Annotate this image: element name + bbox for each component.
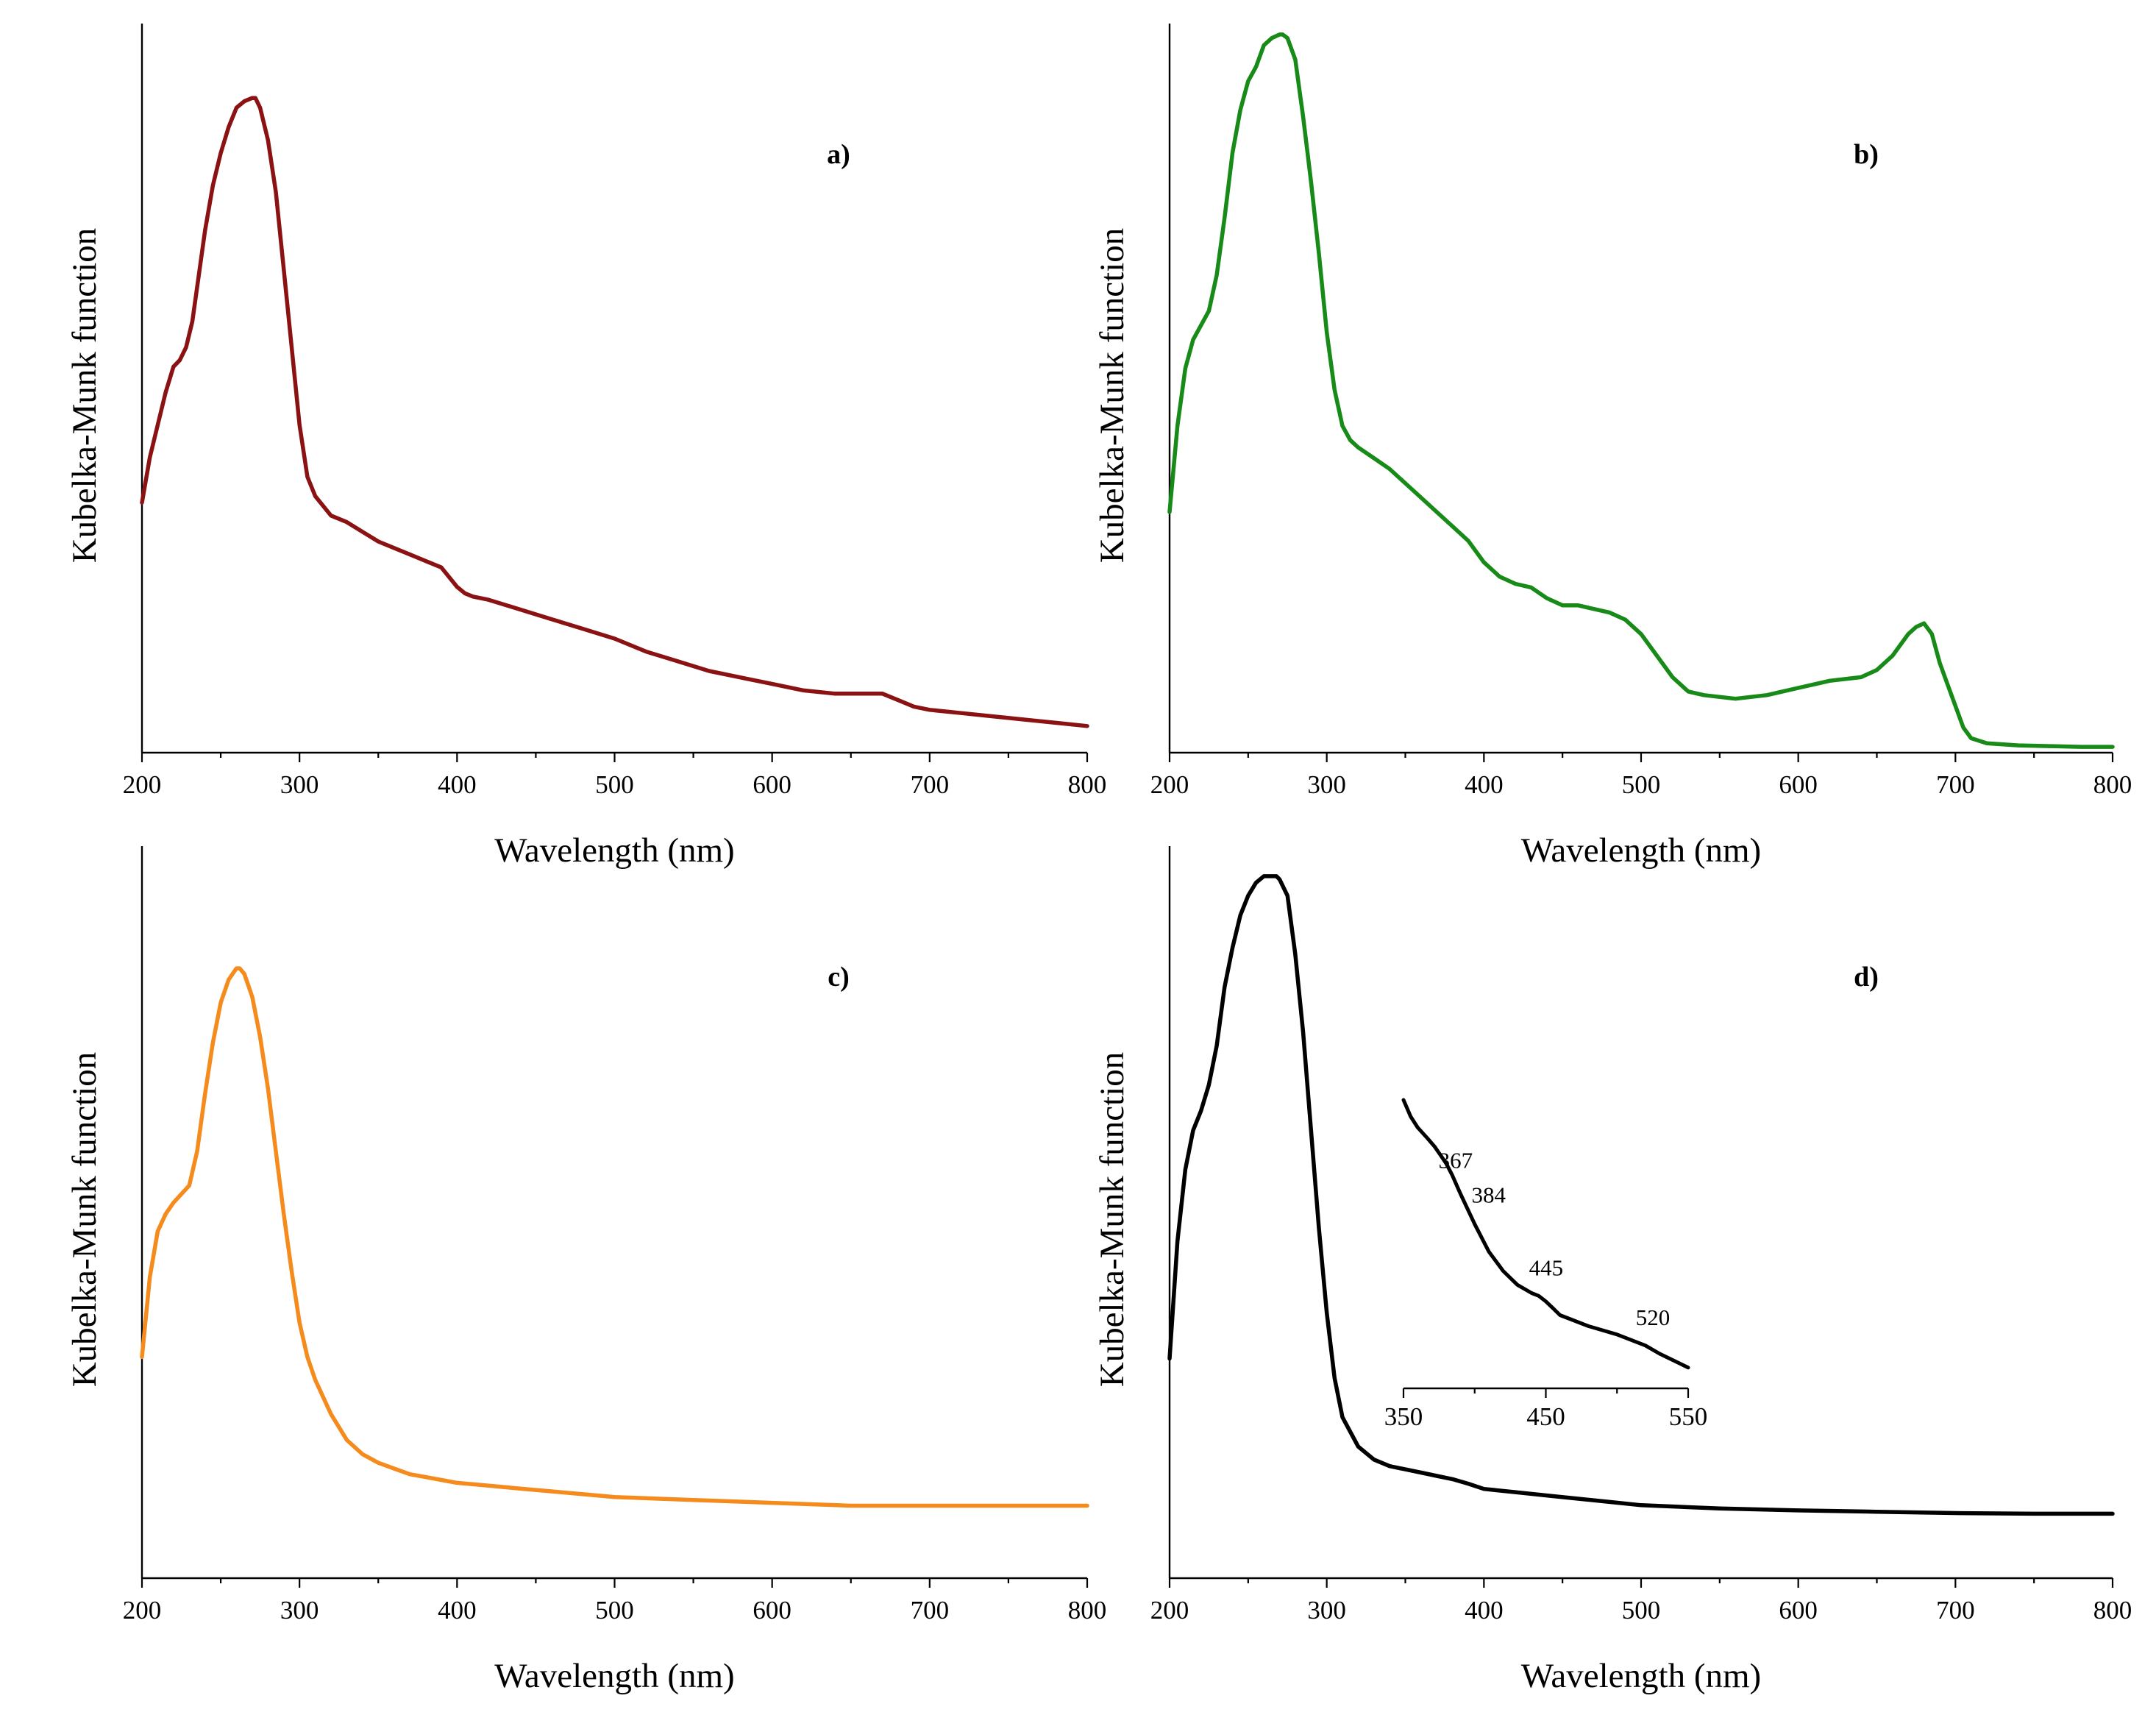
x-tick-label: 400	[1465, 770, 1504, 799]
x-tick-label: 200	[123, 770, 162, 799]
x-tick-label: 400	[438, 770, 477, 799]
inset-series-line	[1401, 1098, 1690, 1370]
chart-panel-a: 200 300 400 500 600 700 800 Wavelength (nm) Kube…	[65, 24, 1106, 870]
y-axis-label: Kubelka-Munk function	[1093, 1052, 1131, 1388]
x-tick-label: 500	[1622, 1596, 1661, 1625]
panel-label: d)	[1854, 962, 1879, 993]
panel-label: c)	[828, 962, 850, 993]
x-tick-label: 800	[1068, 1596, 1107, 1625]
x-tick-label: 200	[123, 1596, 162, 1625]
x-tick-label: 600	[753, 770, 791, 799]
x-tick-label: 600	[1779, 770, 1818, 799]
series-line-a	[140, 96, 1089, 728]
x-tick-label: 500	[595, 1596, 634, 1625]
x-tick-label: 500	[595, 770, 634, 799]
inset-tick-label: 450	[1526, 1402, 1565, 1431]
inset-annotation-384: 384	[1472, 1182, 1506, 1207]
x-tick-label: 300	[1307, 770, 1346, 799]
x-tick-label: 400	[438, 1596, 477, 1625]
x-tick-label: 300	[280, 1596, 319, 1625]
x-axis-label: Wavelength (nm)	[1521, 831, 1761, 870]
chart-panel-b: 200 300 400 500 600 700 800 Wavelength (nm) Kube…	[1093, 24, 2132, 870]
x-tick-label: 600	[753, 1596, 791, 1625]
series-line-c	[140, 966, 1089, 1508]
x-tick-label: 200	[1150, 1596, 1189, 1625]
series-line-d	[1167, 874, 2115, 1516]
x-tick-label: 300	[280, 770, 319, 799]
y-axis-label: Kubelka-Munk function	[65, 228, 104, 564]
x-tick-label: 700	[1936, 1596, 1975, 1625]
x-tick-label: 600	[1779, 1596, 1818, 1625]
panel-label: b)	[1854, 139, 1879, 170]
x-tick-label: 700	[911, 770, 950, 799]
x-tick-label: 800	[2093, 770, 2132, 799]
inset-annotation-367: 367	[1439, 1148, 1473, 1174]
x-tick-label: 700	[911, 1596, 950, 1625]
x-tick-label: 700	[1936, 770, 1975, 799]
inset-chart: 350 450 550 367 384 445 520	[1384, 1098, 1708, 1431]
x-tick-label: 800	[1068, 770, 1107, 799]
y-axis-label: Kubelka-Munk function	[1093, 228, 1131, 564]
inset-tick-label: 550	[1669, 1402, 1708, 1431]
series-line-b	[1167, 32, 2115, 749]
chart-panel-c: 200 300 400 500 600 700 800 Wavelength (nm) Kube…	[65, 846, 1106, 1695]
panel-label: a)	[827, 139, 850, 170]
x-tick-label: 800	[2093, 1596, 2132, 1625]
chart-panel-d: 200 300 400 500 600 700 800 Wavelength (nm) Kube…	[1093, 846, 2132, 1695]
inset-annotation-445: 445	[1529, 1254, 1564, 1280]
x-axis-label: Wavelength (nm)	[494, 1657, 734, 1695]
x-tick-label: 400	[1465, 1596, 1504, 1625]
x-axis-label: Wavelength (nm)	[1521, 1657, 1761, 1695]
inset-annotation-520: 520	[1636, 1304, 1671, 1330]
x-tick-label: 300	[1307, 1596, 1346, 1625]
x-tick-label: 200	[1150, 770, 1189, 799]
y-axis-label: Kubelka-Munk function	[65, 1052, 104, 1388]
inset-tick-label: 350	[1384, 1402, 1423, 1431]
x-axis-label: Wavelength (nm)	[494, 831, 734, 870]
x-tick-label: 500	[1622, 770, 1661, 799]
